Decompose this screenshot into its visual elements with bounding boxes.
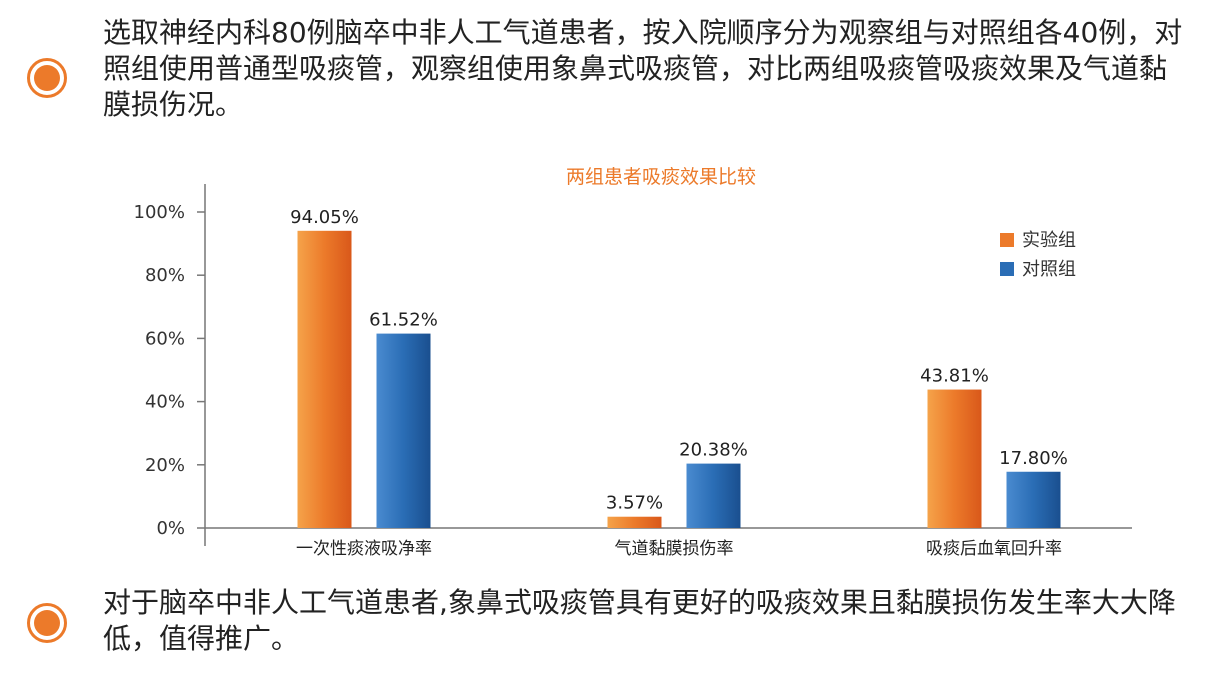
intro-paragraph: 选取神经内科80例脑卒中非人工气道患者，按入院顺序分为观察组与对照组各40例，对… <box>103 16 1183 121</box>
bar-chart: 两组患者吸痰效果比较 0% 20% 40% 60% 80% 100% 94.05% 61.52%… <box>134 166 1132 559</box>
y-tick-label: 0% <box>156 518 185 539</box>
data-label: 20.38% <box>679 440 748 461</box>
legend-swatch <box>1000 262 1014 276</box>
bar-experiment <box>927 389 982 528</box>
bar-experiment <box>297 230 352 528</box>
bar-control <box>376 333 431 528</box>
legend-label: 实验组 <box>1022 230 1076 251</box>
y-tick-label: 60% <box>145 328 185 349</box>
bar-experiment <box>607 516 662 528</box>
y-tick-label: 20% <box>145 455 185 476</box>
x-category-label: 气道黏膜损伤率 <box>615 539 734 559</box>
data-label: 43.81% <box>920 366 989 387</box>
x-category-label: 一次性痰液吸净率 <box>296 539 432 559</box>
bar-control <box>686 463 741 528</box>
legend-swatch <box>1000 233 1014 247</box>
bar-control <box>1006 471 1061 528</box>
data-label: 3.57% <box>606 493 663 514</box>
y-tick-label: 80% <box>145 265 185 286</box>
chart-title: 两组患者吸痰效果比较 <box>566 166 756 188</box>
data-label: 17.80% <box>999 448 1068 469</box>
bullet-icon-bottom <box>27 603 67 643</box>
conclusion-paragraph: 对于脑卒中非人工气道患者,象鼻式吸痰管具有更好的吸痰效果且黏膜损伤发生率大大降低… <box>103 586 1176 655</box>
y-tick-label: 40% <box>145 392 185 413</box>
x-category-label: 吸痰后血氧回升率 <box>926 539 1062 559</box>
data-label: 94.05% <box>290 207 359 228</box>
bullet-icon-top <box>27 58 67 98</box>
legend-label: 对照组 <box>1022 259 1076 280</box>
y-tick-label: 100% <box>134 202 185 223</box>
data-label: 61.52% <box>369 310 438 331</box>
